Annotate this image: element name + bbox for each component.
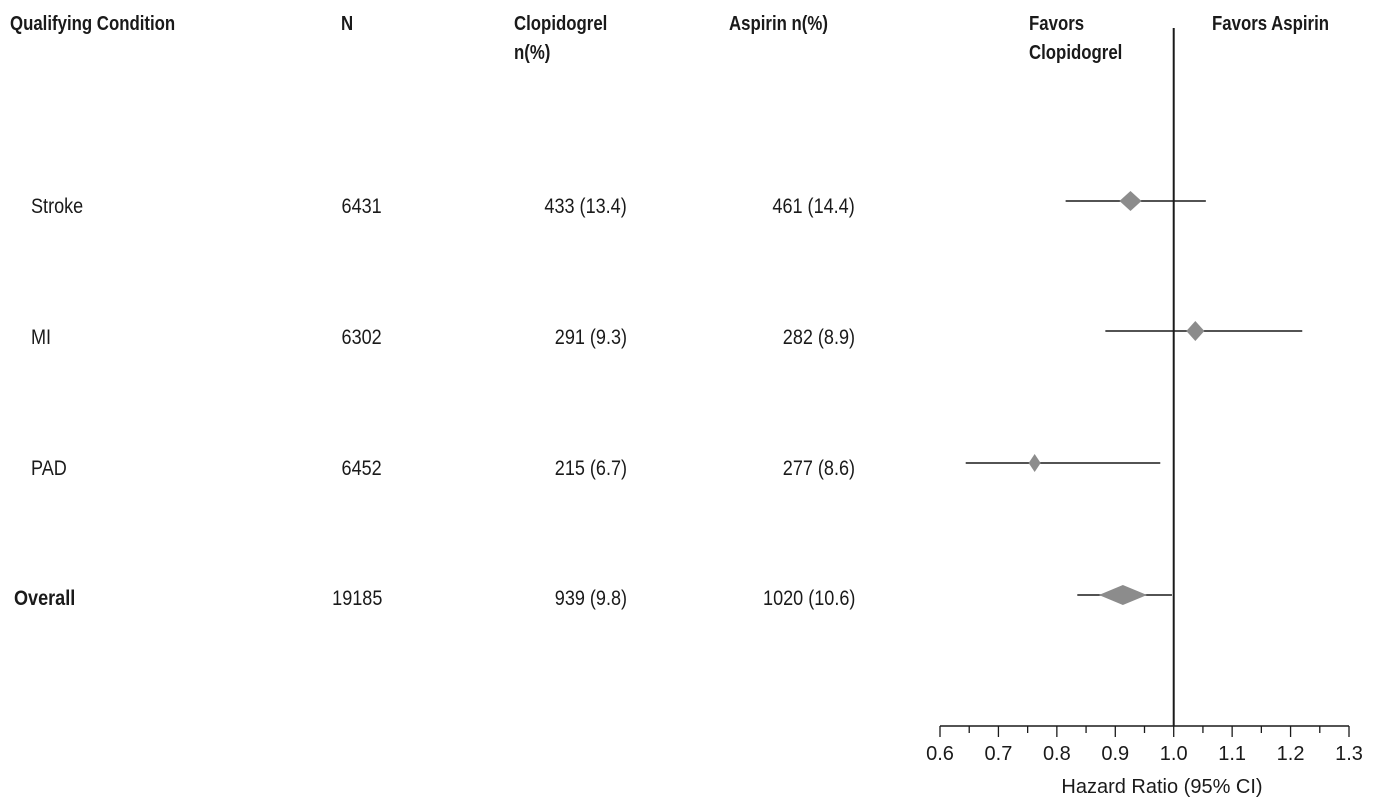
row-pad-n: 6452 — [341, 457, 382, 480]
x-axis-tick-label: 0.7 — [985, 743, 1013, 765]
header-favors-clopidogrel: Favors Clopidogrel — [1029, 13, 1123, 64]
row-stroke-aspirin: 461 (14.4) — [772, 195, 855, 218]
hr-marker-stroke — [1119, 191, 1142, 211]
hr-marker-overall — [1098, 585, 1147, 605]
row-overall-clopidogrel: 939 (9.8) — [554, 587, 627, 610]
row-pad-aspirin: 277 (8.6) — [782, 457, 855, 480]
x-axis-tick-label: 0.6 — [926, 743, 954, 765]
row-stroke-condition: Stroke — [31, 195, 84, 218]
x-axis-label: Hazard Ratio (95% CI) — [1061, 776, 1262, 798]
row-stroke-n: 6431 — [341, 195, 382, 218]
row-mi-n: 6302 — [341, 326, 382, 349]
header-aspirin: Aspirin n(%) — [729, 13, 828, 35]
header-favors-aspirin: Favors Aspirin — [1212, 13, 1330, 35]
header-clopidogrel: Clopidogrel n(%) — [514, 13, 608, 64]
x-axis-tick-label: 1.3 — [1335, 743, 1363, 765]
header-n: N — [341, 13, 354, 35]
x-axis-tick-label: 1.0 — [1160, 743, 1188, 765]
row-stroke-clopidogrel: 433 (13.4) — [544, 195, 627, 218]
row-overall-condition: Overall — [14, 587, 76, 610]
row-mi-clopidogrel: 291 (9.3) — [554, 326, 627, 349]
row-mi-condition: MI — [31, 326, 52, 349]
hr-marker-pad — [1028, 454, 1041, 472]
row-overall-n: 19185 — [331, 587, 382, 610]
row-mi-aspirin: 282 (8.9) — [782, 326, 855, 349]
x-axis-tick-label: 1.1 — [1218, 743, 1246, 765]
x-axis-tick-label: 0.8 — [1043, 743, 1071, 765]
x-axis-tick-label: 1.2 — [1277, 743, 1305, 765]
row-pad-clopidogrel: 215 (6.7) — [554, 457, 627, 480]
x-axis-tick-label: 0.9 — [1101, 743, 1129, 765]
hr-marker-mi — [1186, 321, 1205, 341]
header-qualifying-condition: Qualifying Condition — [10, 13, 176, 35]
row-pad-condition: PAD — [31, 457, 67, 480]
row-overall-aspirin: 1020 (10.6) — [762, 587, 855, 610]
